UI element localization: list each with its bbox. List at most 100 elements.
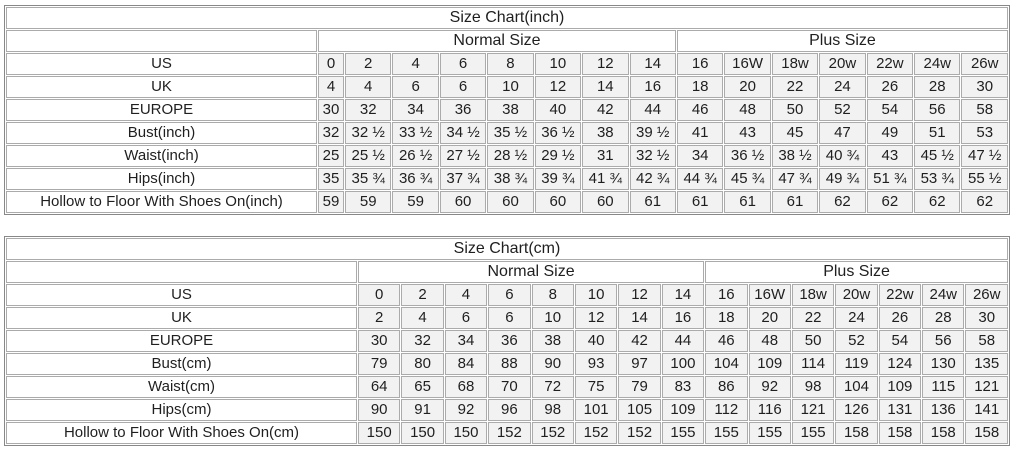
row-label: UK bbox=[6, 76, 317, 98]
size-value-cell: 109 bbox=[661, 399, 705, 421]
size-value-cell: 93 bbox=[574, 353, 618, 375]
size-value-cell: 12 bbox=[574, 307, 618, 329]
size-value-cell: 60 bbox=[487, 191, 534, 213]
size-value-cell: 10 bbox=[487, 76, 534, 98]
size-value-cell: 36 ½ bbox=[724, 145, 771, 167]
size-value-cell: 155 bbox=[748, 422, 791, 444]
size-value-cell: 86 bbox=[705, 376, 748, 398]
size-value-cell: 38 bbox=[582, 122, 629, 144]
size-value-cell: 60 bbox=[439, 191, 487, 213]
size-value-cell: 62 bbox=[961, 191, 1008, 213]
row-label: Bust(cm) bbox=[6, 353, 357, 375]
size-value-cell: 158 bbox=[878, 422, 922, 444]
size-value-cell: 26w bbox=[961, 53, 1008, 75]
size-value-cell: 2 bbox=[345, 53, 392, 75]
size-value-cell: 56 bbox=[922, 330, 965, 352]
size-value-cell: 35 bbox=[318, 168, 344, 190]
group-header-plus-size: Plus Size bbox=[676, 30, 1008, 52]
size-value-cell: 0 bbox=[318, 53, 344, 75]
size-value-cell: 35 ¾ bbox=[345, 168, 392, 190]
size-value-cell: 31 bbox=[582, 145, 629, 167]
size-value-cell: 42 bbox=[582, 99, 629, 121]
size-value-cell: 30 bbox=[318, 99, 344, 121]
size-value-cell: 92 bbox=[748, 376, 791, 398]
size-value-cell: 101 bbox=[574, 399, 618, 421]
size-value-cell: 45 ¾ bbox=[724, 168, 771, 190]
size-value-cell: 36 bbox=[488, 330, 531, 352]
size-value-cell: 43 bbox=[724, 122, 771, 144]
size-value-cell: 18w bbox=[791, 284, 835, 306]
size-value-cell: 116 bbox=[748, 399, 791, 421]
size-value-cell: 38 bbox=[531, 330, 574, 352]
size-value-cell: 6 bbox=[392, 76, 439, 98]
size-value-cell: 38 ¾ bbox=[487, 168, 534, 190]
size-value-cell: 30 bbox=[358, 330, 401, 352]
size-value-cell: 16W bbox=[724, 53, 771, 75]
size-value-cell: 38 bbox=[487, 99, 534, 121]
size-value-cell: 22 bbox=[791, 307, 835, 329]
size-value-cell: 62 bbox=[914, 191, 961, 213]
size-value-cell: 59 bbox=[345, 191, 392, 213]
size-value-cell: 59 bbox=[318, 191, 344, 213]
table-row: Bust(cm) 79 80 84 88 90 93 97 100 104 109 114 119 124… bbox=[6, 353, 1008, 375]
size-value-cell: 18 bbox=[676, 76, 724, 98]
size-value-cell: 126 bbox=[835, 399, 878, 421]
group-header-row: Normal Size Plus Size bbox=[6, 261, 1008, 283]
size-value-cell: 90 bbox=[358, 399, 401, 421]
size-value-cell: 83 bbox=[661, 376, 705, 398]
size-value-cell: 158 bbox=[922, 422, 965, 444]
row-label: US bbox=[6, 53, 317, 75]
size-value-cell: 35 ½ bbox=[487, 122, 534, 144]
size-value-cell: 29 ½ bbox=[534, 145, 582, 167]
size-value-cell: 26w bbox=[965, 284, 1008, 306]
size-value-cell: 114 bbox=[791, 353, 835, 375]
size-value-cell: 53 ¾ bbox=[914, 168, 961, 190]
size-value-cell: 8 bbox=[487, 53, 534, 75]
size-value-cell: 115 bbox=[922, 376, 965, 398]
size-chart-inch-table: Size Chart(inch) Normal Size Plus Size U… bbox=[4, 5, 1010, 215]
size-value-cell: 20w bbox=[819, 53, 866, 75]
row-label: Waist(inch) bbox=[6, 145, 317, 167]
size-value-cell: 4 bbox=[392, 53, 439, 75]
size-value-cell: 26 bbox=[866, 76, 914, 98]
size-value-cell: 16 bbox=[629, 76, 676, 98]
size-chart-cm-table: Size Chart(cm) Normal Size Plus Size US 0… bbox=[4, 236, 1010, 446]
table-row: Hollow to Floor With Shoes On(cm) 150 150 1… bbox=[6, 422, 1008, 444]
size-value-cell: 51 bbox=[914, 122, 961, 144]
size-value-cell: 22 bbox=[771, 76, 819, 98]
size-value-cell: 40 bbox=[534, 99, 582, 121]
size-value-cell: 6 bbox=[488, 307, 531, 329]
size-value-cell: 16 bbox=[661, 307, 705, 329]
size-value-cell: 61 bbox=[724, 191, 771, 213]
row-label: Bust(inch) bbox=[6, 122, 317, 144]
table-row: EUROPE 30 32 34 36 38 40 42 44 46 48 50 52 54 56 58 bbox=[6, 99, 1008, 121]
row-label: EUROPE bbox=[6, 330, 357, 352]
size-value-cell: 75 bbox=[574, 376, 618, 398]
table-row: Hollow to Floor With Shoes On(inch) 59 59 5… bbox=[6, 191, 1008, 213]
size-value-cell: 59 bbox=[392, 191, 439, 213]
size-value-cell: 14 bbox=[618, 307, 661, 329]
size-value-cell: 155 bbox=[661, 422, 705, 444]
size-value-cell: 70 bbox=[488, 376, 531, 398]
size-value-cell: 119 bbox=[835, 353, 878, 375]
size-value-cell: 152 bbox=[618, 422, 661, 444]
size-value-cell: 34 ½ bbox=[439, 122, 487, 144]
size-value-cell: 45 ½ bbox=[914, 145, 961, 167]
size-value-cell: 98 bbox=[531, 399, 574, 421]
size-value-cell: 16 bbox=[705, 284, 748, 306]
size-value-cell: 28 bbox=[914, 76, 961, 98]
size-value-cell: 47 ½ bbox=[961, 145, 1008, 167]
size-value-cell: 104 bbox=[835, 376, 878, 398]
size-value-cell: 2 bbox=[358, 307, 401, 329]
size-value-cell: 26 bbox=[878, 307, 922, 329]
size-value-cell: 109 bbox=[878, 376, 922, 398]
size-value-cell: 60 bbox=[582, 191, 629, 213]
group-header-normal-size: Normal Size bbox=[318, 30, 676, 52]
size-value-cell: 16 bbox=[676, 53, 724, 75]
size-value-cell: 54 bbox=[866, 99, 914, 121]
size-value-cell: 79 bbox=[358, 353, 401, 375]
size-value-cell: 6 bbox=[444, 307, 488, 329]
size-value-cell: 32 bbox=[318, 122, 344, 144]
size-value-cell: 6 bbox=[439, 53, 487, 75]
